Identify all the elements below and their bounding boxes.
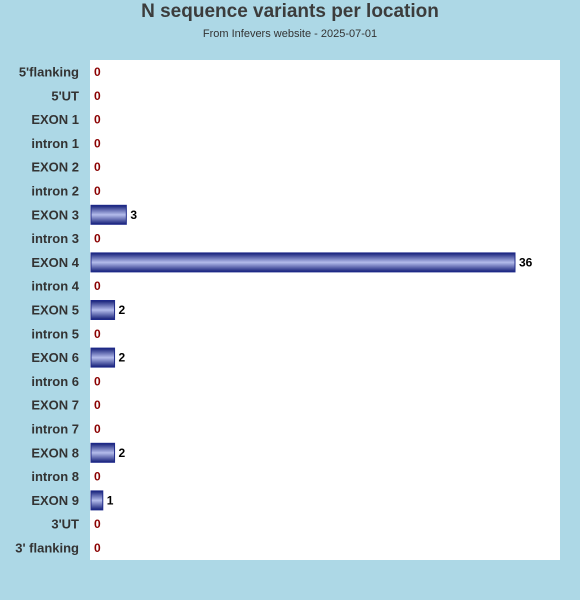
value-label: 3 — [130, 208, 137, 222]
category-label: intron 1 — [31, 136, 79, 151]
category-label: 5'UT — [51, 88, 79, 103]
category-label: intron 6 — [31, 374, 79, 389]
bar — [90, 442, 116, 463]
category-label: 5'flanking — [19, 65, 79, 80]
category-label: 3' flanking — [15, 541, 79, 556]
category-label: EXON 9 — [31, 493, 79, 508]
value-label: 1 — [107, 493, 114, 507]
category-label: EXON 3 — [31, 207, 79, 222]
bar — [90, 252, 516, 273]
category-label: intron 7 — [31, 422, 79, 437]
value-label: 0 — [94, 541, 101, 555]
value-label: 2 — [119, 351, 126, 365]
value-label: 0 — [94, 65, 101, 79]
category-label: intron 5 — [31, 326, 79, 341]
value-label: 0 — [94, 470, 101, 484]
category-label: EXON 6 — [31, 350, 79, 365]
chart-title: N sequence variants per location — [141, 1, 439, 22]
category-label: 3'UT — [51, 517, 79, 532]
bar — [90, 204, 127, 225]
bar — [90, 490, 104, 511]
value-label: 0 — [94, 327, 101, 341]
value-label: 0 — [94, 279, 101, 293]
category-label: intron 8 — [31, 469, 79, 484]
value-label: 0 — [94, 232, 101, 246]
category-label: intron 2 — [31, 184, 79, 199]
category-label: EXON 8 — [31, 445, 79, 460]
category-label: intron 3 — [31, 231, 79, 246]
category-label: EXON 1 — [31, 112, 79, 127]
category-label: EXON 2 — [31, 160, 79, 175]
value-label: 2 — [119, 303, 126, 317]
value-label: 36 — [519, 255, 533, 269]
value-label: 2 — [119, 446, 126, 460]
value-label: 0 — [94, 113, 101, 127]
value-label: 0 — [94, 422, 101, 436]
value-label: 0 — [94, 136, 101, 150]
bar — [90, 347, 116, 368]
category-label: intron 4 — [31, 279, 79, 294]
value-label: 0 — [94, 160, 101, 174]
value-label: 0 — [94, 89, 101, 103]
category-label: EXON 7 — [31, 398, 79, 413]
plot-area — [90, 60, 560, 560]
category-label: EXON 4 — [31, 255, 79, 270]
value-label: 0 — [94, 184, 101, 198]
value-label: 0 — [94, 398, 101, 412]
value-label: 0 — [94, 517, 101, 531]
bar — [90, 300, 116, 320]
chart-subtitle: From Infevers website - 2025-07-01 — [202, 28, 378, 40]
value-label: 0 — [94, 374, 101, 388]
category-label: EXON 5 — [31, 303, 79, 318]
